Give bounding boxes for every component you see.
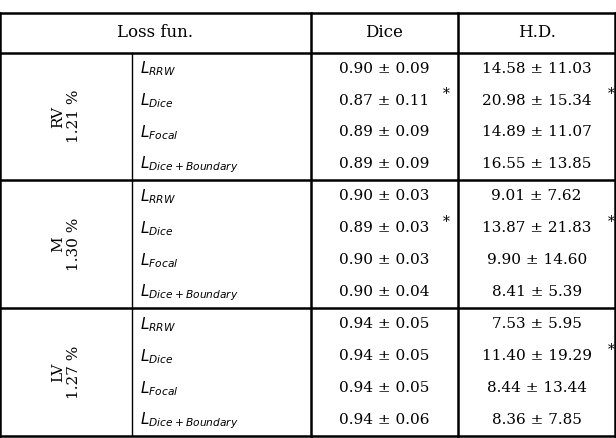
Text: 9.01 ± 7.62: 9.01 ± 7.62 — [492, 190, 582, 203]
Text: 8.44 ± 13.44: 8.44 ± 13.44 — [487, 381, 586, 395]
Text: 0.94 ± 0.05: 0.94 ± 0.05 — [339, 381, 429, 395]
Text: H.D.: H.D. — [517, 25, 556, 41]
Text: Loss fun.: Loss fun. — [117, 25, 193, 41]
Text: RV
1.21 %: RV 1.21 % — [51, 90, 81, 143]
Text: 0.90 ± 0.03: 0.90 ± 0.03 — [339, 190, 429, 203]
Text: $L_{Dice}$: $L_{Dice}$ — [140, 91, 173, 110]
Text: $L_{Focal}$: $L_{Focal}$ — [140, 251, 178, 270]
Text: 0.94 ± 0.05: 0.94 ± 0.05 — [339, 318, 429, 331]
Text: *: * — [607, 343, 614, 357]
Text: 0.90 ± 0.04: 0.90 ± 0.04 — [339, 286, 430, 299]
Text: 8.36 ± 7.85: 8.36 ± 7.85 — [492, 413, 582, 427]
Text: $L_{Dice+Boundary}$: $L_{Dice+Boundary}$ — [140, 282, 238, 303]
Text: 0.89 ± 0.09: 0.89 ± 0.09 — [339, 126, 429, 139]
Text: $L_{RRW}$: $L_{RRW}$ — [140, 315, 176, 334]
Text: *: * — [607, 215, 614, 229]
Text: 0.94 ± 0.05: 0.94 ± 0.05 — [339, 350, 429, 363]
Text: 0.87 ± 0.11: 0.87 ± 0.11 — [339, 94, 429, 107]
Text: $L_{Dice}$: $L_{Dice}$ — [140, 219, 173, 238]
Text: 14.89 ± 11.07: 14.89 ± 11.07 — [482, 126, 591, 139]
Text: *: * — [443, 215, 450, 229]
Text: 7.53 ± 5.95: 7.53 ± 5.95 — [492, 318, 582, 331]
Text: 20.98 ± 15.34: 20.98 ± 15.34 — [482, 94, 591, 107]
Text: 8.41 ± 5.39: 8.41 ± 5.39 — [492, 286, 582, 299]
Text: $L_{RRW}$: $L_{RRW}$ — [140, 59, 176, 78]
Text: 0.90 ± 0.09: 0.90 ± 0.09 — [339, 62, 430, 75]
Text: $L_{RRW}$: $L_{RRW}$ — [140, 187, 176, 206]
Text: $L_{Dice+Boundary}$: $L_{Dice+Boundary}$ — [140, 410, 238, 431]
Text: 9.90 ± 14.60: 9.90 ± 14.60 — [487, 254, 587, 267]
Text: *: * — [607, 87, 614, 101]
Text: $L_{Focal}$: $L_{Focal}$ — [140, 379, 178, 398]
Text: M
1.30 %: M 1.30 % — [51, 218, 81, 271]
Text: LV
1.27 %: LV 1.27 % — [51, 346, 81, 399]
Text: $L_{Dice+Boundary}$: $L_{Dice+Boundary}$ — [140, 154, 238, 175]
Text: *: * — [443, 87, 450, 101]
Text: Dice: Dice — [365, 25, 403, 41]
Text: 13.87 ± 21.83: 13.87 ± 21.83 — [482, 222, 591, 235]
Text: 0.90 ± 0.03: 0.90 ± 0.03 — [339, 254, 429, 267]
Text: 14.58 ± 11.03: 14.58 ± 11.03 — [482, 62, 591, 75]
Text: 16.55 ± 13.85: 16.55 ± 13.85 — [482, 158, 591, 171]
Text: 11.40 ± 19.29: 11.40 ± 19.29 — [482, 350, 592, 363]
Text: $L_{Dice}$: $L_{Dice}$ — [140, 347, 173, 366]
Text: 0.89 ± 0.09: 0.89 ± 0.09 — [339, 158, 429, 171]
Text: 0.94 ± 0.06: 0.94 ± 0.06 — [339, 413, 430, 427]
Text: 0.89 ± 0.03: 0.89 ± 0.03 — [339, 222, 429, 235]
Text: $L_{Focal}$: $L_{Focal}$ — [140, 123, 178, 142]
